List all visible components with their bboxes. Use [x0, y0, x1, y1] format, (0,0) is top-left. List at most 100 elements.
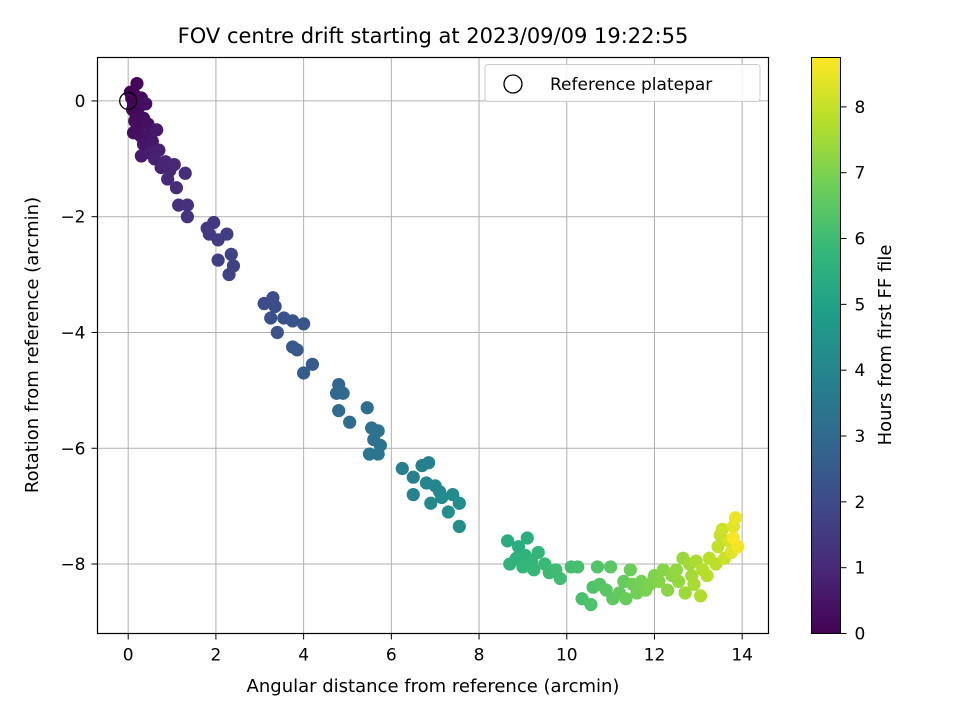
- scatter-point: [669, 563, 684, 577]
- scatter-point: [520, 531, 534, 545]
- colorbar-ticks: 0 1 2 3 4 5 6 7 8: [840, 98, 866, 645]
- x-tick-label: 0: [123, 646, 134, 666]
- scatter-point: [360, 401, 374, 415]
- colorbar-tick-label: 3: [855, 427, 866, 447]
- x-axis-ticks: 0 2 4 6 8 10 12 14: [123, 633, 753, 666]
- scatter-point: [500, 534, 515, 548]
- scatter-point: [224, 247, 238, 261]
- scatter-point: [167, 157, 181, 172]
- y-tick-label: −6: [60, 439, 85, 459]
- legend-marker-icon: [503, 74, 523, 94]
- scatter-point: [729, 511, 743, 525]
- scatter-point: [297, 366, 311, 380]
- scatter-point: [652, 574, 666, 588]
- colorbar-tick-label: 8: [855, 98, 866, 118]
- x-axis-label: Angular distance from reference (arcmin): [247, 676, 620, 697]
- scatter-point: [290, 343, 304, 357]
- x-tick-label: 4: [298, 646, 309, 666]
- scatter-point: [169, 181, 184, 195]
- scatter-point: [452, 496, 466, 510]
- colorbar-tick-label: 4: [855, 361, 866, 381]
- scatter-point: [332, 404, 346, 418]
- scatter-point: [503, 557, 517, 571]
- colorbar-tick-label: 5: [855, 295, 866, 315]
- scatter-point: [678, 586, 692, 600]
- scatter-point: [178, 166, 192, 180]
- scatter-point: [180, 210, 195, 224]
- x-tick-label: 8: [474, 646, 485, 666]
- scatter-point: [220, 227, 234, 241]
- scatter-point: [700, 569, 714, 583]
- y-tick-label: −8: [60, 555, 85, 575]
- scatter-point: [395, 461, 409, 476]
- chart-title: FOV centre drift starting at 2023/09/09 …: [178, 24, 689, 48]
- x-tick-label: 14: [731, 646, 753, 666]
- x-tick-label: 2: [210, 646, 221, 666]
- scatter-point: [531, 545, 545, 560]
- reference-platepar-marker: [119, 91, 138, 111]
- scatter-point: [270, 325, 284, 340]
- scatter-point: [687, 577, 701, 591]
- scatter-point: [619, 592, 633, 606]
- y-axis-ticks: 0 −2 −4 −6 −8: [60, 92, 98, 575]
- colorbar-tick-label: 2: [855, 493, 866, 513]
- legend-box: [484, 64, 761, 102]
- scatter-point: [371, 447, 385, 461]
- scatter-point: [343, 415, 357, 429]
- colorbar-tick-label: 6: [855, 230, 866, 250]
- scatter-point: [139, 97, 153, 111]
- scatter-point: [711, 540, 725, 554]
- y-tick-label: −2: [60, 208, 85, 228]
- scatter-points: [123, 76, 745, 612]
- scatter-point: [297, 317, 311, 331]
- scatter-point: [211, 253, 225, 267]
- scatter-point: [671, 574, 686, 588]
- scatter-point: [268, 299, 282, 314]
- scatter-point: [264, 311, 278, 325]
- scatter-point: [150, 123, 164, 137]
- scatter-point: [590, 560, 605, 574]
- x-tick-label: 10: [556, 646, 578, 666]
- y-tick-label: −4: [60, 323, 85, 343]
- scatter-point: [371, 424, 385, 438]
- scatter-point: [553, 571, 567, 586]
- y-axis-label: Rotation from reference (arcmin): [22, 197, 43, 493]
- legend-label: Reference platepar: [550, 75, 712, 95]
- scatter-point: [516, 560, 530, 574]
- colorbar-tick-label: 0: [855, 625, 866, 645]
- scatter-point: [693, 589, 708, 603]
- scatter-point: [207, 215, 221, 230]
- scatter-point: [604, 560, 618, 574]
- legend: Reference platepar: [484, 64, 761, 102]
- scatter-point: [130, 76, 144, 91]
- colorbar-label: Hours from first FF file: [875, 245, 896, 446]
- scatter-point: [424, 496, 438, 510]
- colorbar-tick-label: 7: [855, 164, 866, 184]
- scatter-point: [441, 505, 455, 519]
- scatter-point: [715, 522, 730, 536]
- scatter-point: [305, 357, 319, 371]
- scatter-point: [422, 456, 436, 470]
- scatter-point: [286, 314, 300, 328]
- scatter-point: [336, 386, 350, 400]
- scatter-point: [180, 198, 195, 212]
- x-tick-label: 6: [386, 646, 397, 666]
- colorbar-tick-label: 1: [855, 559, 866, 579]
- scatter-point: [623, 563, 637, 577]
- scatter-point: [661, 583, 675, 597]
- scatter-point: [571, 560, 585, 574]
- colorbar: [811, 57, 841, 634]
- scatter-point: [161, 172, 175, 186]
- scatter-point: [527, 563, 541, 577]
- grid-lines: [97, 57, 769, 634]
- scatter-point: [452, 519, 466, 534]
- plot-frame: [96, 56, 770, 635]
- scatter-point: [406, 487, 420, 502]
- scatter-point: [435, 490, 449, 505]
- scatter-point: [726, 531, 741, 545]
- y-tick-label: 0: [75, 92, 86, 112]
- scatter-point: [406, 470, 420, 484]
- x-tick-label: 12: [644, 646, 666, 666]
- scatter-point: [584, 597, 598, 612]
